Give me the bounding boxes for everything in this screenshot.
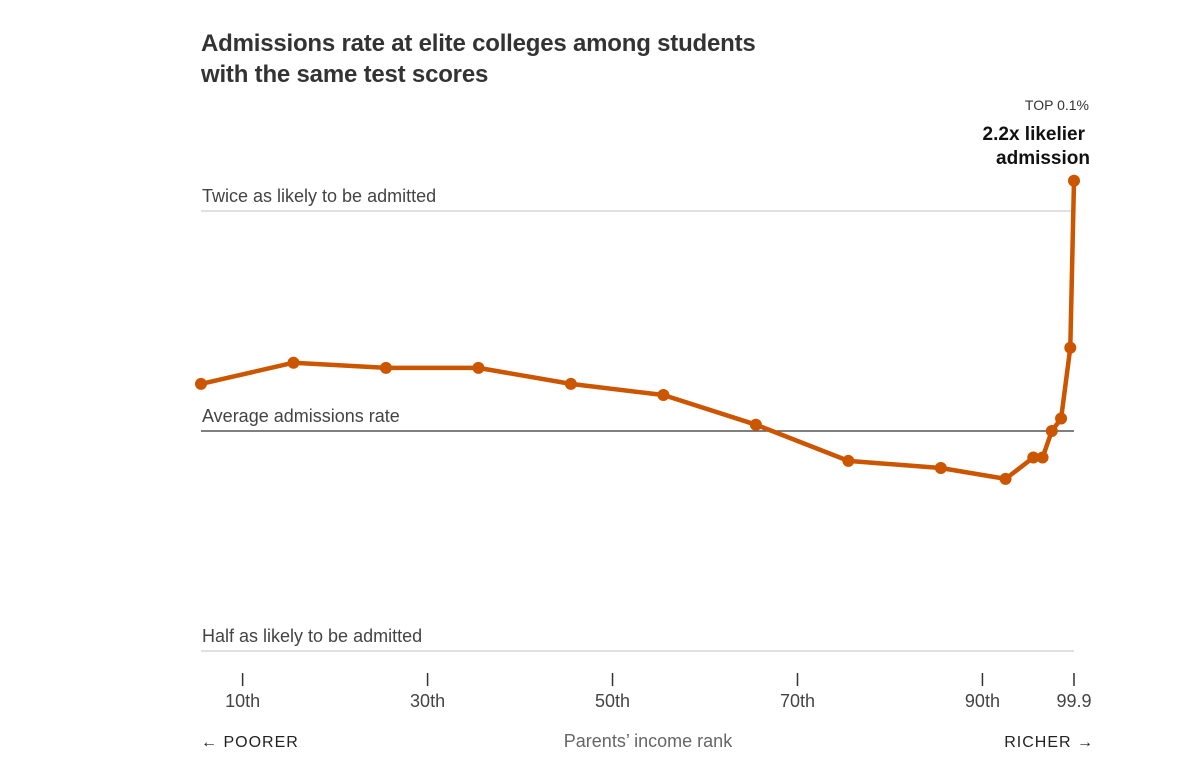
x-tick-label: 10th bbox=[225, 691, 260, 711]
x-tick-label: 50th bbox=[595, 691, 630, 711]
data-point bbox=[1064, 341, 1077, 354]
data-point bbox=[379, 361, 392, 374]
poorer-label: ← POORER bbox=[201, 734, 299, 751]
series-line bbox=[198, 178, 1077, 482]
data-point bbox=[564, 377, 577, 390]
annotation-line-2: admission bbox=[996, 148, 1090, 169]
data-point bbox=[842, 454, 855, 467]
data-point bbox=[195, 377, 207, 390]
reference-lines: Twice as likely to be admitted Average ad… bbox=[201, 186, 1074, 652]
data-point bbox=[657, 389, 670, 402]
data-point bbox=[999, 472, 1012, 485]
chart-title: Admissions rate at elite colleges among … bbox=[201, 30, 756, 88]
series-plot bbox=[195, 174, 1080, 485]
data-point bbox=[1036, 451, 1049, 464]
data-point bbox=[1027, 451, 1040, 464]
x-tick-label: 30th bbox=[410, 691, 445, 711]
data-point bbox=[472, 361, 485, 374]
annotation-kicker: TOP 0.1% bbox=[1025, 97, 1089, 113]
reference-line-label: Twice as likely to be admitted bbox=[202, 186, 436, 206]
data-point bbox=[934, 461, 947, 474]
data-point bbox=[749, 418, 762, 431]
annotation-line-1: 2.2x likelier bbox=[983, 124, 1086, 145]
x-tick-label: 99.9 bbox=[1056, 691, 1091, 711]
x-axis-title: Parents’ income rank bbox=[564, 731, 733, 751]
x-tick-label: 90th bbox=[965, 691, 1000, 711]
data-point bbox=[1068, 174, 1080, 187]
data-point bbox=[1055, 412, 1068, 425]
reference-line-label: Average admissions rate bbox=[202, 406, 400, 426]
x-axis: 10th 30th 50th 70th 90th 99.9 bbox=[225, 673, 1092, 711]
reference-line-label: Half as likely to be admitted bbox=[202, 626, 422, 646]
richer-label: RICHER → bbox=[1004, 734, 1094, 751]
data-point bbox=[287, 356, 300, 369]
x-tick-label: 70th bbox=[780, 691, 815, 711]
data-point bbox=[1045, 425, 1058, 437]
